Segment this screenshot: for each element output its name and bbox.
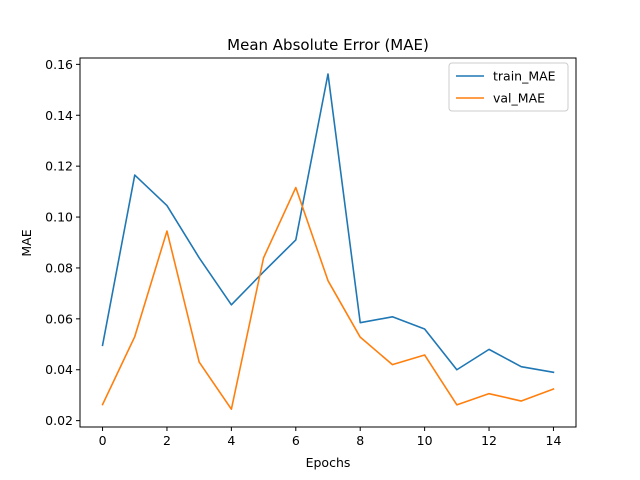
x-tick-label: 6: [292, 433, 300, 448]
legend-box: [448, 62, 569, 112]
series-line-train_MAE: [101, 73, 555, 374]
legend-label-train_MAE: train_MAE: [493, 69, 556, 84]
x-tick-label: 2: [163, 433, 171, 448]
axis-ticks: 0 2 4 6 8 10 12 14 0.02 0.04 0.06 0.08 0.10 0.12 0.14 0…: [45, 57, 561, 448]
x-tick-label: 10: [417, 433, 433, 448]
y-axis-label: MAE: [19, 229, 34, 256]
plot-area-frame: [79, 57, 577, 428]
y-tick-label: 0.16: [45, 57, 73, 72]
series-line-val_MAE: [101, 186, 555, 410]
y-tick-label: 0.12: [45, 159, 73, 174]
legend: train_MAE val_MAE: [448, 62, 569, 112]
x-tick-label: 0: [99, 433, 107, 448]
x-tick-label: 14: [546, 433, 562, 448]
chart-title: Mean Absolute Error (MAE): [227, 36, 429, 54]
series-lines: [101, 73, 555, 410]
x-axis-label: Epochs: [306, 455, 351, 470]
y-tick-label: 0.08: [45, 260, 73, 275]
x-tick-label: 4: [227, 433, 235, 448]
y-tick-label: 0.14: [45, 108, 73, 123]
y-tick-label: 0.10: [45, 210, 73, 225]
x-tick-label: 12: [481, 433, 497, 448]
y-tick-label: 0.04: [45, 362, 73, 377]
y-tick-label: 0.06: [45, 311, 73, 326]
x-tick-label: 8: [356, 433, 364, 448]
legend-label-val_MAE: val_MAE: [493, 91, 545, 106]
y-tick-label: 0.02: [45, 413, 73, 428]
